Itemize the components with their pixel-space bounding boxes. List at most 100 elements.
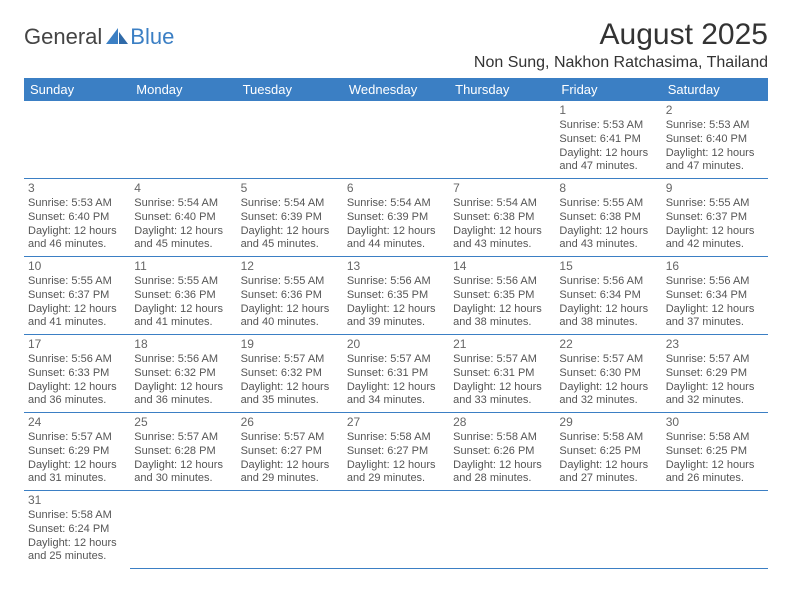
day-number: 21: [453, 337, 551, 352]
calendar-row: 3Sunrise: 5:53 AMSunset: 6:40 PMDaylight…: [24, 179, 768, 257]
daylight-text: and 30 minutes.: [134, 472, 232, 486]
daylight-text: Daylight: 12 hours: [666, 381, 764, 395]
daylight-text: Daylight: 12 hours: [28, 303, 126, 317]
daylight-text: Daylight: 12 hours: [134, 303, 232, 317]
daylight-text: Daylight: 12 hours: [241, 303, 339, 317]
sunset-text: Sunset: 6:39 PM: [347, 211, 445, 225]
day-number: 12: [241, 259, 339, 274]
daylight-text: and 38 minutes.: [559, 316, 657, 330]
sunset-text: Sunset: 6:27 PM: [241, 445, 339, 459]
day-number: 31: [28, 493, 126, 508]
calendar-cell: 8Sunrise: 5:55 AMSunset: 6:38 PMDaylight…: [555, 179, 661, 257]
sunset-text: Sunset: 6:38 PM: [559, 211, 657, 225]
calendar-cell: 19Sunrise: 5:57 AMSunset: 6:32 PMDayligh…: [237, 335, 343, 413]
daylight-text: and 41 minutes.: [134, 316, 232, 330]
daylight-text: and 27 minutes.: [559, 472, 657, 486]
daylight-text: Daylight: 12 hours: [347, 303, 445, 317]
calendar-cell-empty: [237, 491, 343, 569]
calendar-cell: 28Sunrise: 5:58 AMSunset: 6:26 PMDayligh…: [449, 413, 555, 491]
daylight-text: and 33 minutes.: [453, 394, 551, 408]
calendar-cell: 2Sunrise: 5:53 AMSunset: 6:40 PMDaylight…: [662, 101, 768, 179]
sunset-text: Sunset: 6:31 PM: [453, 367, 551, 381]
day-number: 18: [134, 337, 232, 352]
day-number: 5: [241, 181, 339, 196]
day-number: 23: [666, 337, 764, 352]
calendar-row: 17Sunrise: 5:56 AMSunset: 6:33 PMDayligh…: [24, 335, 768, 413]
month-title: August 2025: [474, 18, 768, 52]
daylight-text: Daylight: 12 hours: [559, 381, 657, 395]
day-number: 22: [559, 337, 657, 352]
daylight-text: and 41 minutes.: [28, 316, 126, 330]
daylight-text: and 28 minutes.: [453, 472, 551, 486]
weekday-header: Friday: [555, 78, 661, 101]
day-number: 25: [134, 415, 232, 430]
calendar-cell: 23Sunrise: 5:57 AMSunset: 6:29 PMDayligh…: [662, 335, 768, 413]
day-number: 2: [666, 103, 764, 118]
sunset-text: Sunset: 6:24 PM: [28, 523, 126, 537]
daylight-text: Daylight: 12 hours: [134, 459, 232, 473]
sunrise-text: Sunrise: 5:55 AM: [134, 275, 232, 289]
sunrise-text: Sunrise: 5:57 AM: [241, 431, 339, 445]
logo-text-blue: Blue: [130, 24, 174, 50]
daylight-text: Daylight: 12 hours: [559, 147, 657, 161]
logo: General Blue: [24, 18, 174, 50]
daylight-text: Daylight: 12 hours: [241, 381, 339, 395]
header: General Blue August 2025 Non Sung, Nakho…: [24, 18, 768, 72]
calendar-cell-empty: [130, 491, 236, 569]
sunset-text: Sunset: 6:41 PM: [559, 133, 657, 147]
calendar-cell: 15Sunrise: 5:56 AMSunset: 6:34 PMDayligh…: [555, 257, 661, 335]
sunrise-text: Sunrise: 5:56 AM: [666, 275, 764, 289]
daylight-text: and 31 minutes.: [28, 472, 126, 486]
daylight-text: Daylight: 12 hours: [559, 459, 657, 473]
daylight-text: Daylight: 12 hours: [666, 147, 764, 161]
daylight-text: and 25 minutes.: [28, 550, 126, 564]
sunrise-text: Sunrise: 5:55 AM: [666, 197, 764, 211]
sunrise-text: Sunrise: 5:58 AM: [666, 431, 764, 445]
calendar-cell: 31Sunrise: 5:58 AMSunset: 6:24 PMDayligh…: [24, 491, 130, 569]
sunset-text: Sunset: 6:40 PM: [134, 211, 232, 225]
sunrise-text: Sunrise: 5:58 AM: [559, 431, 657, 445]
sail-icon: [106, 28, 128, 46]
daylight-text: Daylight: 12 hours: [666, 225, 764, 239]
daylight-text: and 42 minutes.: [666, 238, 764, 252]
day-number: 1: [559, 103, 657, 118]
day-number: 19: [241, 337, 339, 352]
daylight-text: Daylight: 12 hours: [241, 459, 339, 473]
daylight-text: Daylight: 12 hours: [559, 303, 657, 317]
calendar-cell: 1Sunrise: 5:53 AMSunset: 6:41 PMDaylight…: [555, 101, 661, 179]
calendar-row: 1Sunrise: 5:53 AMSunset: 6:41 PMDaylight…: [24, 101, 768, 179]
sunrise-text: Sunrise: 5:54 AM: [347, 197, 445, 211]
sunrise-text: Sunrise: 5:57 AM: [28, 431, 126, 445]
sunset-text: Sunset: 6:25 PM: [559, 445, 657, 459]
daylight-text: Daylight: 12 hours: [666, 303, 764, 317]
sunset-text: Sunset: 6:40 PM: [28, 211, 126, 225]
sunrise-text: Sunrise: 5:55 AM: [559, 197, 657, 211]
calendar-cell: 16Sunrise: 5:56 AMSunset: 6:34 PMDayligh…: [662, 257, 768, 335]
sunrise-text: Sunrise: 5:58 AM: [347, 431, 445, 445]
sunset-text: Sunset: 6:33 PM: [28, 367, 126, 381]
daylight-text: Daylight: 12 hours: [453, 303, 551, 317]
daylight-text: Daylight: 12 hours: [666, 459, 764, 473]
daylight-text: and 39 minutes.: [347, 316, 445, 330]
sunrise-text: Sunrise: 5:56 AM: [134, 353, 232, 367]
sunrise-text: Sunrise: 5:58 AM: [28, 509, 126, 523]
calendar-cell-empty: [555, 491, 661, 569]
sunrise-text: Sunrise: 5:55 AM: [241, 275, 339, 289]
sunrise-text: Sunrise: 5:56 AM: [28, 353, 126, 367]
sunset-text: Sunset: 6:38 PM: [453, 211, 551, 225]
calendar-body: 1Sunrise: 5:53 AMSunset: 6:41 PMDaylight…: [24, 101, 768, 568]
calendar-cell: 24Sunrise: 5:57 AMSunset: 6:29 PMDayligh…: [24, 413, 130, 491]
day-number: 10: [28, 259, 126, 274]
calendar-cell: 10Sunrise: 5:55 AMSunset: 6:37 PMDayligh…: [24, 257, 130, 335]
day-number: 17: [28, 337, 126, 352]
daylight-text: and 46 minutes.: [28, 238, 126, 252]
daylight-text: Daylight: 12 hours: [347, 459, 445, 473]
daylight-text: and 43 minutes.: [559, 238, 657, 252]
sunset-text: Sunset: 6:26 PM: [453, 445, 551, 459]
daylight-text: and 43 minutes.: [453, 238, 551, 252]
calendar-cell: 11Sunrise: 5:55 AMSunset: 6:36 PMDayligh…: [130, 257, 236, 335]
weekday-header: Tuesday: [237, 78, 343, 101]
calendar-cell-empty: [343, 101, 449, 179]
daylight-text: and 45 minutes.: [241, 238, 339, 252]
weekday-header: Sunday: [24, 78, 130, 101]
